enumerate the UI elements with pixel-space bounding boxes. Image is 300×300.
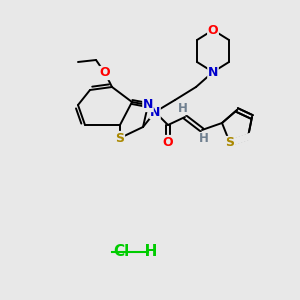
Text: O: O (163, 136, 173, 148)
Text: S: S (116, 131, 124, 145)
Text: N: N (143, 98, 153, 112)
Text: S: S (226, 136, 235, 149)
Text: Cl—H: Cl—H (113, 244, 157, 260)
Text: N: N (150, 106, 160, 118)
Text: H: H (199, 133, 209, 146)
Text: O: O (100, 67, 110, 80)
Text: H: H (178, 101, 188, 115)
Text: N: N (208, 65, 218, 79)
Text: O: O (208, 23, 218, 37)
